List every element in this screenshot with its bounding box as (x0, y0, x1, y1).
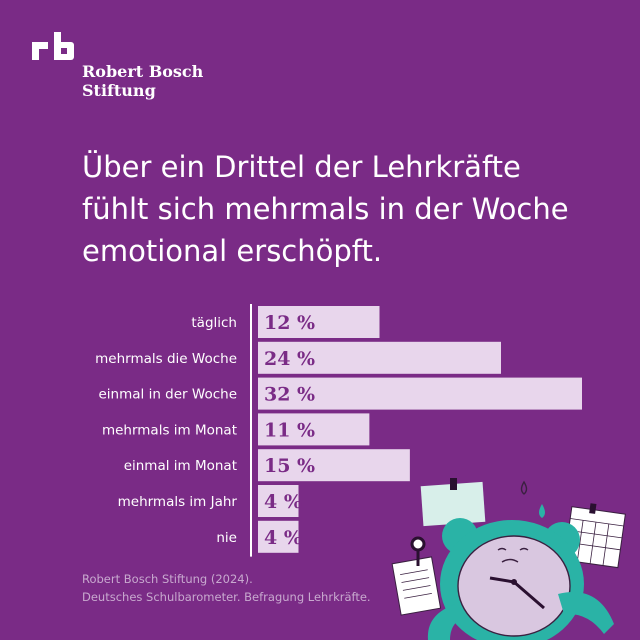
calendar-icon (563, 503, 626, 569)
brand-name: Robert Bosch Stiftung (82, 62, 203, 100)
bosch-logo-mark-icon (32, 32, 74, 60)
value-label: 4 % (264, 491, 302, 513)
bar (258, 341, 501, 374)
bar (258, 520, 299, 553)
sweat-drop-icon (520, 480, 545, 518)
value-label: 11 % (264, 419, 315, 441)
bar (258, 449, 410, 482)
category-label: einmal in der Woche (99, 387, 238, 403)
bar (258, 306, 380, 338)
source-note: Robert Bosch Stiftung (2024). Deutsches … (82, 570, 371, 606)
category-label: mehrmals die Woche (95, 351, 237, 367)
brand-name-line2: Stiftung (82, 81, 156, 100)
stressed-alarm-clock-illustration (391, 478, 626, 640)
brand-name-line1: Robert Bosch (82, 62, 204, 81)
headline-line1: Über ein Drittel der Lehrkräfte (82, 150, 521, 184)
category-label: mehrmals im Jahr (118, 494, 238, 510)
value-label: 24 % (264, 348, 315, 370)
value-label: 12 % (264, 312, 315, 334)
headline: Über ein Drittel der Lehrkräfte fühlt si… (82, 146, 602, 272)
source-line1: Robert Bosch Stiftung (2024). (82, 572, 253, 586)
headline-line3: emotional erschöpft. (82, 234, 383, 268)
paper-icon (391, 556, 442, 616)
bar (258, 377, 582, 410)
alarm-clock-icon (427, 518, 614, 640)
bar (258, 413, 370, 446)
value-label: 32 % (264, 384, 315, 406)
source-line2: Deutsches Schulbarometer. Befragung Lehr… (82, 590, 371, 604)
category-label: täglich (191, 315, 237, 331)
headline-line2: fühlt sich mehrmals in der Woche (82, 192, 569, 226)
pushpin-icon (410, 536, 426, 566)
category-label: nie (216, 530, 237, 546)
category-label: mehrmals im Monat (102, 422, 237, 438)
bar (258, 485, 299, 517)
bar-chart: täglich 12 % mehrmals die Woche 24 % einmal … (95, 304, 582, 557)
value-label: 15 % (264, 455, 315, 477)
value-label: 4 % (264, 527, 302, 549)
note-icon (420, 478, 486, 527)
category-label: einmal im Monat (124, 458, 237, 474)
